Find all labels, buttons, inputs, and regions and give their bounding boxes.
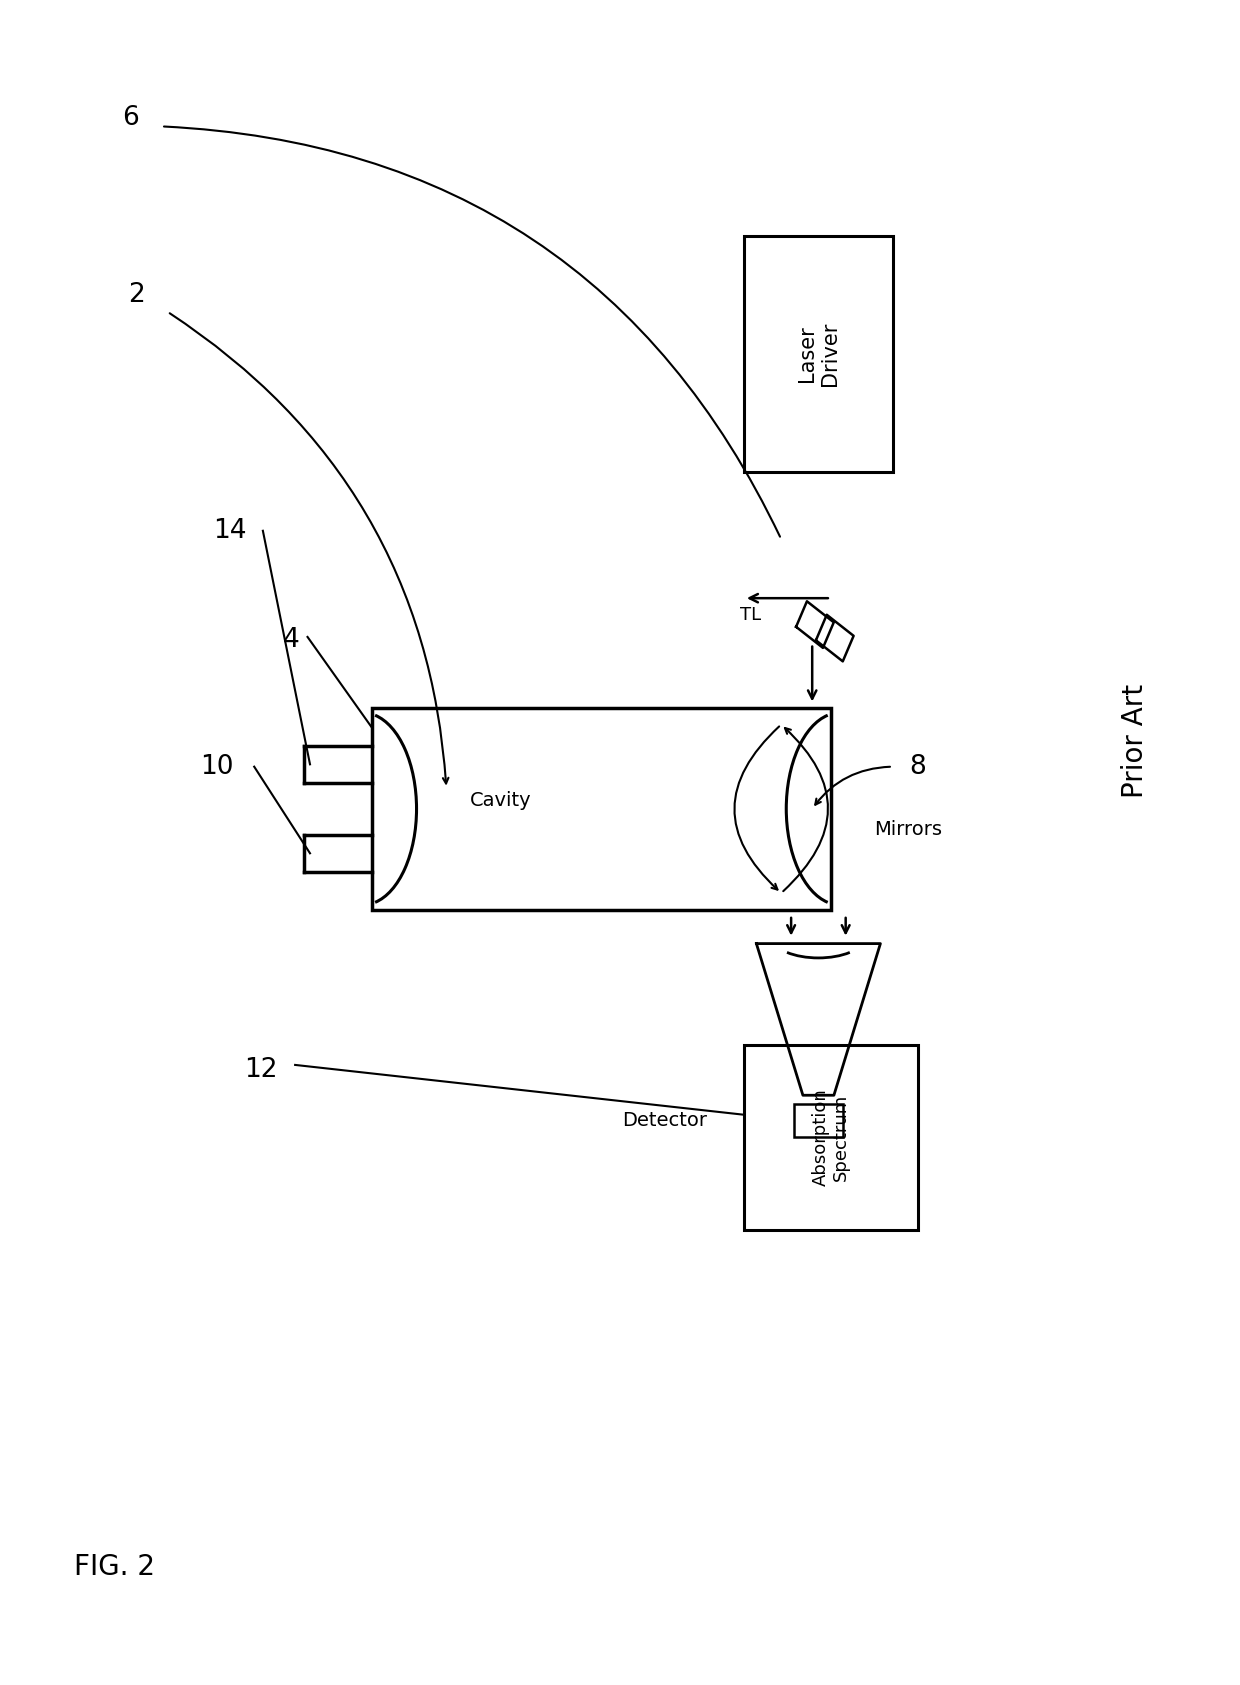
Text: 4: 4 <box>283 627 300 654</box>
Bar <box>794 1104 843 1137</box>
Text: 14: 14 <box>212 517 247 544</box>
Bar <box>372 708 831 910</box>
Text: 8: 8 <box>909 753 926 780</box>
Text: Absorption
Spectrum: Absorption Spectrum <box>811 1089 851 1186</box>
Text: Mirrors: Mirrors <box>874 819 942 839</box>
Bar <box>744 1045 918 1230</box>
Text: Prior Art: Prior Art <box>1121 684 1148 799</box>
Text: 2: 2 <box>128 281 145 308</box>
Text: 6: 6 <box>122 104 139 131</box>
Text: Laser
Driver: Laser Driver <box>797 322 839 386</box>
Text: 10: 10 <box>200 753 234 780</box>
Bar <box>744 236 893 472</box>
Text: 12: 12 <box>243 1056 278 1083</box>
Text: TL: TL <box>739 607 761 623</box>
Text: Cavity: Cavity <box>470 790 531 810</box>
Text: Detector: Detector <box>621 1110 707 1131</box>
Text: FIG. 2: FIG. 2 <box>74 1554 155 1581</box>
